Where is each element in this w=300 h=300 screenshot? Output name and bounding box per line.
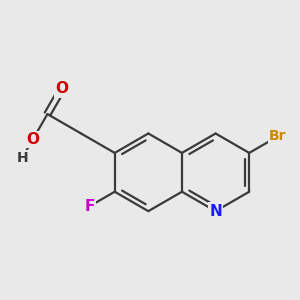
Text: H: H <box>16 151 28 165</box>
Text: Br: Br <box>269 129 286 143</box>
Text: F: F <box>84 199 95 214</box>
Text: O: O <box>26 132 39 147</box>
Text: O: O <box>56 81 68 96</box>
Text: N: N <box>209 204 222 219</box>
